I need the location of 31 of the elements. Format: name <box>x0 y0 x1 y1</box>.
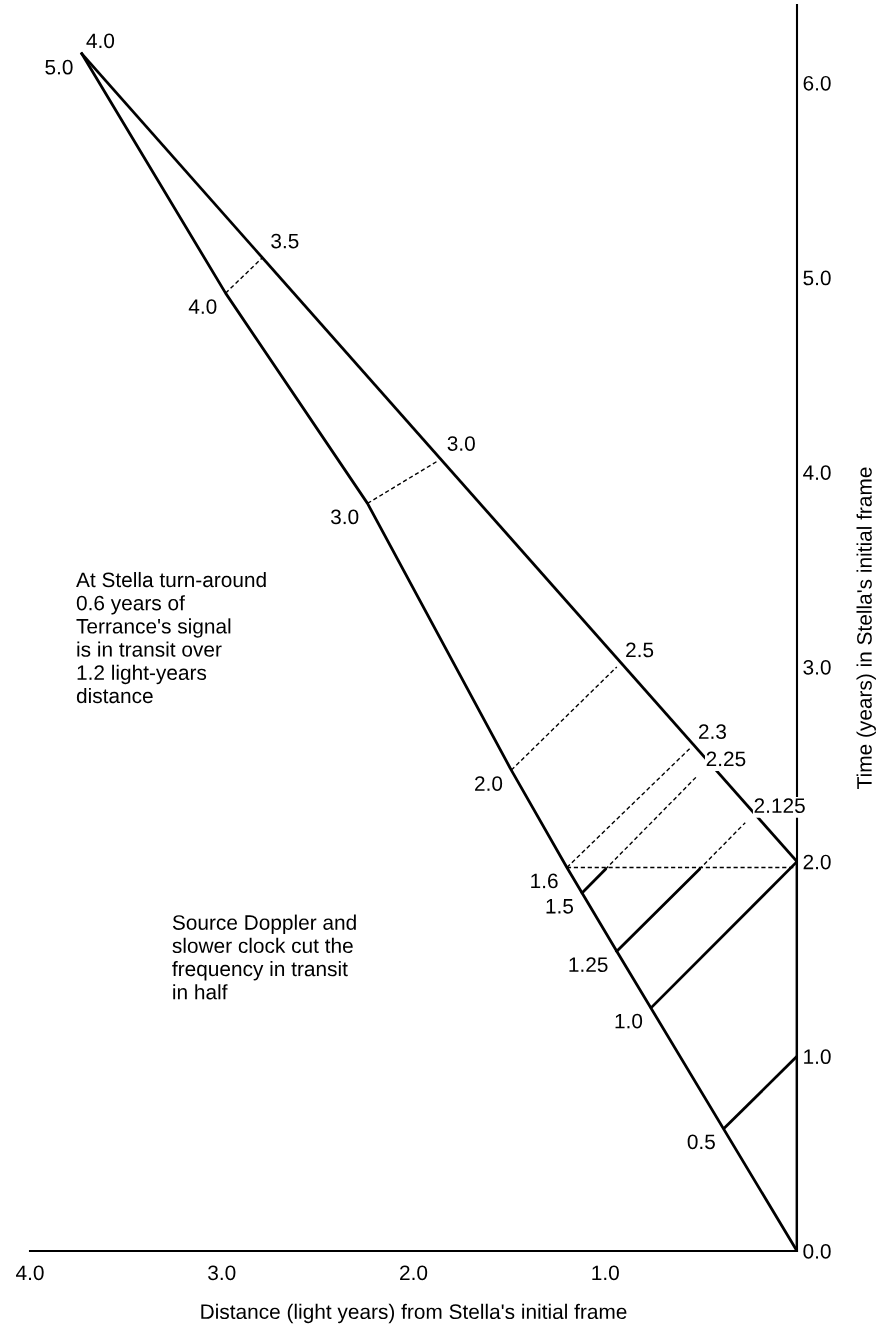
annotation: 0.5 <box>687 1134 715 1150</box>
annotation: 2.25 <box>706 751 746 767</box>
annotation: 3.5 <box>271 233 299 249</box>
y-axis-title: Time (years) in Stella's initial frame <box>856 467 876 789</box>
x-tick-label: 3.0 <box>208 1265 236 1281</box>
y-tick-label: 2.0 <box>803 854 831 870</box>
y-tick-label: 1.0 <box>804 1049 831 1065</box>
x-tick-label: 4.0 <box>16 1265 44 1281</box>
annotation: 1.25 <box>569 957 608 973</box>
annotation: 1.5 <box>546 899 574 914</box>
x-axis-title: Distance (light years) from Stella's initial frame <box>201 1303 627 1324</box>
annotation: 2.3 <box>699 724 726 740</box>
y-tick-label: 6.0 <box>803 75 831 91</box>
annotation: 4.0 <box>188 299 217 314</box>
annotation: 4.0 <box>86 33 115 49</box>
annotation: 1.0 <box>615 1013 643 1029</box>
y-tick-label: 4.0 <box>803 465 831 480</box>
y-tick-label: 3.0 <box>803 659 831 675</box>
x-tick-label: 2.0 <box>400 1265 428 1281</box>
annotation: 2.0 <box>475 776 503 791</box>
annotation: 2.5 <box>626 642 654 658</box>
annotation: 3.0 <box>447 436 475 451</box>
annotation: 2.125 <box>754 798 805 814</box>
x-tick-label: 1.0 <box>592 1265 619 1281</box>
annotation: Source Doppler and slower clock cut the frequency in transit in half <box>172 914 356 1000</box>
annotation: 5.0 <box>45 59 73 75</box>
y-tick-label: 5.0 <box>803 270 831 286</box>
annotation: 3.0 <box>330 509 359 525</box>
annotation: At Stella turn-around 0.6 years of Terrance's signal is in transit over 1.2 light-years distance <box>76 571 266 704</box>
y-tick-label: 0.0 <box>803 1244 831 1259</box>
annotation: 1.6 <box>531 873 558 889</box>
